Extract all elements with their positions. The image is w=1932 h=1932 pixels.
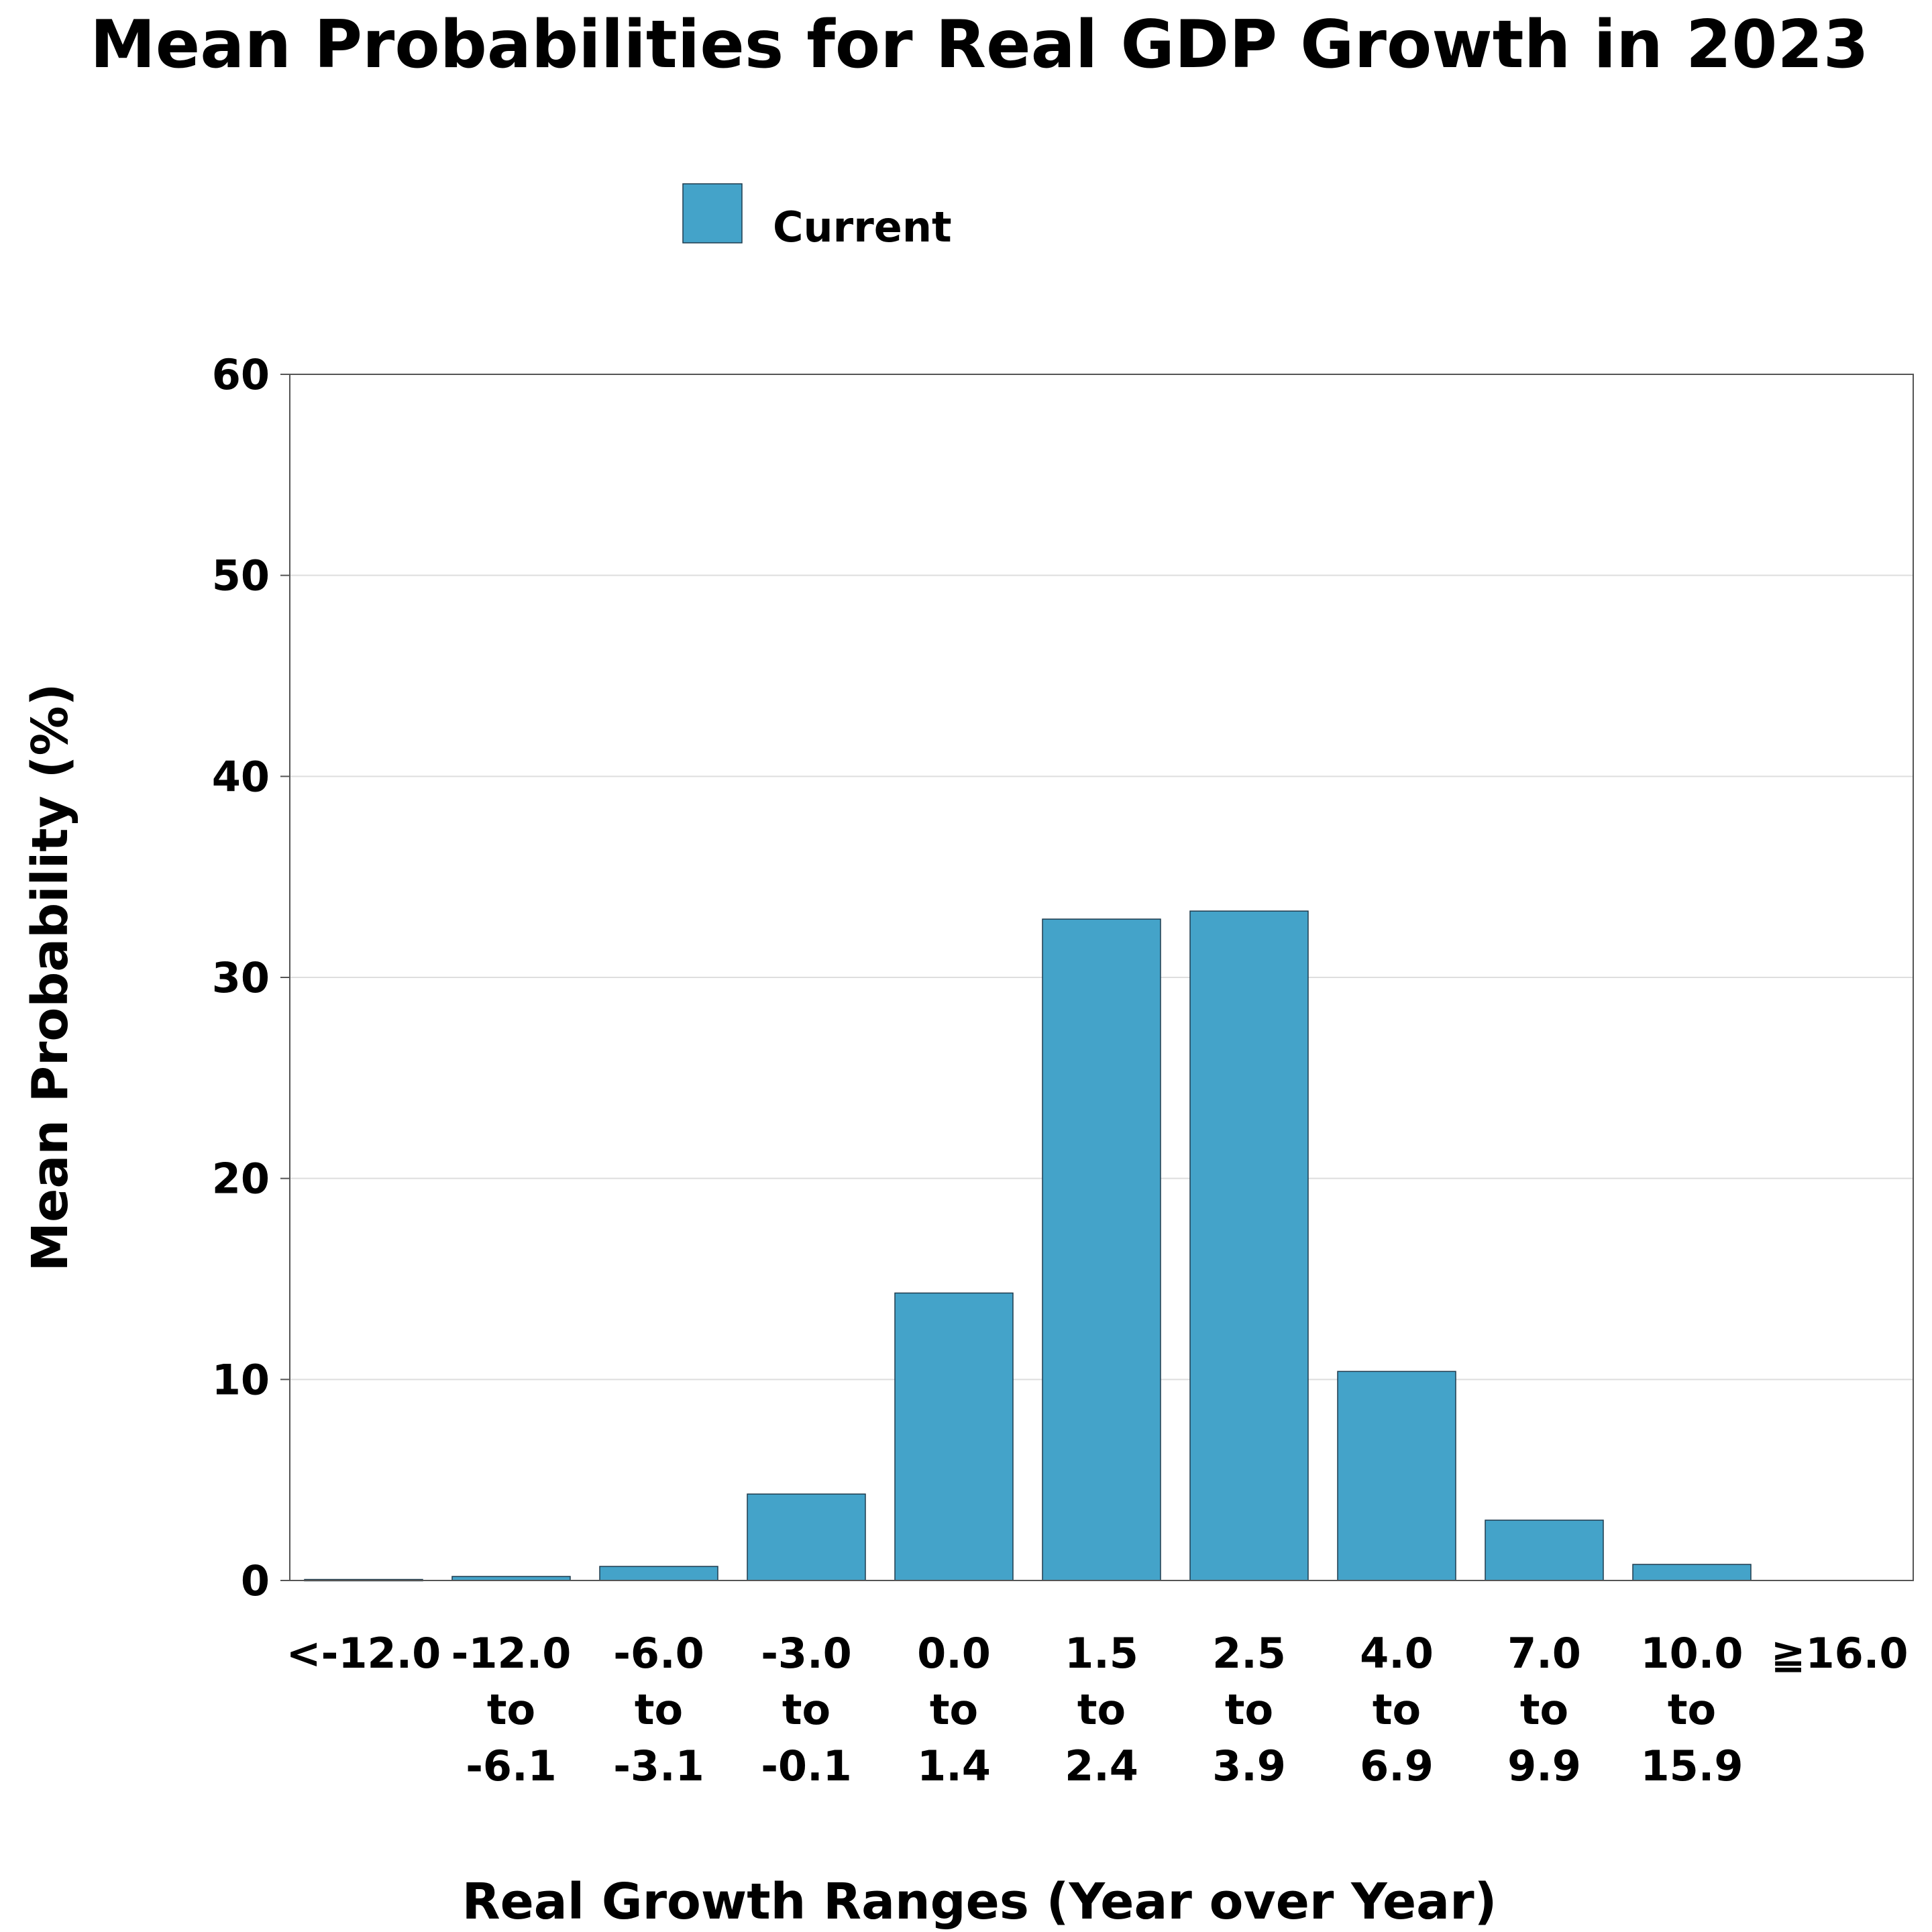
x-tick-label: 2.5 to 3.9 <box>1212 1629 1286 1790</box>
bar <box>1189 910 1309 1581</box>
bar <box>894 1292 1014 1581</box>
y-axis-ticks: 0 10 20 30 40 50 60 <box>212 350 290 1605</box>
x-tick-label: 7.0 to 9.9 <box>1507 1629 1581 1790</box>
x-tick-label: -12.0 to -6.1 <box>451 1629 572 1790</box>
x-axis-title: Real Growth Ranges (Year over Year) <box>462 1873 1497 1931</box>
y-axis-title: Mean Probability (%) <box>21 684 79 1272</box>
bar <box>747 1493 866 1581</box>
y-tick-label: 40 <box>212 752 270 801</box>
x-tick-label: 10.0 to 15.9 <box>1641 1629 1743 1790</box>
chart-title: Mean Probabilities for Real GDP Growth i… <box>90 7 1869 83</box>
y-tick-label: 0 <box>241 1556 270 1605</box>
x-tick-label: ≧16.0 <box>1771 1629 1909 1678</box>
x-tick-label: <-12.0 <box>286 1629 441 1678</box>
y-tick-label: 30 <box>212 953 270 1002</box>
bars <box>304 910 1752 1582</box>
x-axis-category-labels: <-12.0 -12.0 to -6.1 -6.0 to -3.1 -3.0 to -0.1 0.0… <box>286 1629 1909 1790</box>
legend-label-current: Current <box>773 203 952 252</box>
x-tick-label: 1.5 to 2.4 <box>1065 1629 1138 1790</box>
x-tick-label: -6.0 to -3.1 <box>613 1629 704 1790</box>
legend: Current <box>682 183 952 252</box>
bar <box>1632 1564 1752 1581</box>
y-tick-label: 10 <box>212 1355 270 1404</box>
bar <box>599 1566 718 1581</box>
bar <box>1042 918 1161 1581</box>
x-tick-label: -3.0 to -0.1 <box>761 1629 852 1790</box>
y-tick-label: 20 <box>212 1155 270 1203</box>
bar <box>1337 1371 1456 1581</box>
y-tick-label: 60 <box>212 350 270 399</box>
x-tick-label: 4.0 to 6.9 <box>1360 1629 1434 1790</box>
x-tick-label: 0.0 to 1.4 <box>917 1629 991 1790</box>
bar <box>1485 1519 1604 1581</box>
legend-swatch-current <box>682 183 743 244</box>
y-tick-label: 50 <box>212 551 270 600</box>
